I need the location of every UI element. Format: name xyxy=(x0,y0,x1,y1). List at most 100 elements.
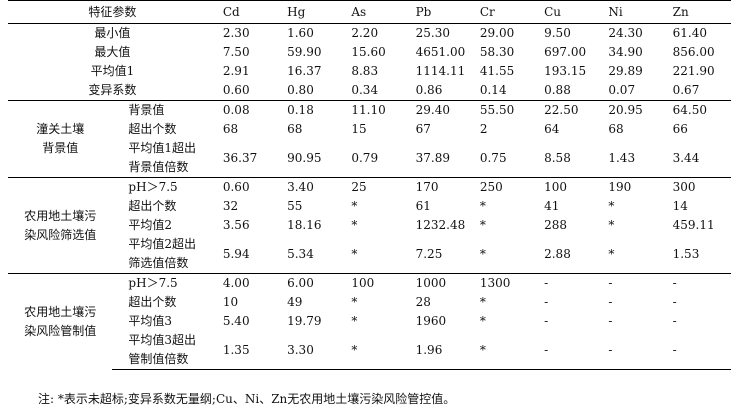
screening-row: 农用地土壤污 染风险筛选值 pH＞7.5 0.60 3.40 25 170 250 100 190… xyxy=(8,177,731,274)
value-cell: 41 xyxy=(544,199,560,213)
value-cell: 6.00 xyxy=(281,273,346,293)
value-cell: - xyxy=(672,314,677,328)
header-element: Cr xyxy=(473,0,539,24)
value-cell: 170 xyxy=(409,177,474,197)
value-cell: 2.20 xyxy=(351,26,379,40)
value-cell: 0.34 xyxy=(351,83,379,97)
value-cell: 190 xyxy=(602,177,667,197)
value-cell: * xyxy=(608,199,615,213)
row-label: pH＞7.5 xyxy=(112,273,217,293)
value-cell: 0.80 xyxy=(287,83,314,97)
value-cell: 0.75 xyxy=(479,150,507,165)
header-element: Pb xyxy=(409,0,474,24)
control-group-label: 农用地土壤污 染风险管制值 xyxy=(8,273,113,370)
value-cell: 4651.00 xyxy=(415,45,466,59)
value-cell: 3.56 xyxy=(222,218,250,232)
value-cell: 34.90 xyxy=(608,45,643,59)
value-cell: 20.95 xyxy=(602,100,667,120)
background-row: 潼关土壤 背景值 背景值 0.08 0.18 11.10 29.40 55.50 22.50 20… xyxy=(8,100,731,178)
value-cell: 90.95 xyxy=(287,150,322,165)
value-cell: 3.44 xyxy=(672,150,700,165)
stat-row: 平均值1 2.91 16.37 8.83 1114.11 41.55 193.15 29.89… xyxy=(8,62,731,81)
row-label: pH＞7.5 xyxy=(112,177,217,197)
soil-heavy-metal-table: 特征参数 Cd Hg As Pb Cr Cu Ni Zn 最小值 2.30 1.60… xyxy=(8,0,731,370)
value-cell: * xyxy=(479,199,486,213)
value-cell: * xyxy=(351,246,358,261)
screening-row: 超出个数 32 55 * 61 * 41 * 14 xyxy=(8,197,731,216)
value-cell: * xyxy=(351,314,358,328)
value-cell: * xyxy=(479,295,486,309)
value-cell: 49 xyxy=(287,295,303,309)
background-row: 平均值1超出 背景值倍数 36.37 90.95 0.79 37.89 0.75 8.58 1.… xyxy=(8,139,731,178)
value-cell: 29.00 xyxy=(479,26,515,40)
value-cell: 1114.11 xyxy=(415,64,466,78)
control-row: 平均值3 5.40 19.79 * 1960 * - - - xyxy=(8,312,731,331)
row-label: 超出个数 xyxy=(128,122,177,136)
value-cell: - xyxy=(602,273,667,293)
value-cell: - xyxy=(544,295,549,309)
value-cell: 1232.48 xyxy=(415,218,466,232)
value-cell: - xyxy=(538,331,603,370)
value-cell: 0.67 xyxy=(672,83,700,97)
value-cell: 61.40 xyxy=(672,26,707,40)
value-cell: 2.91 xyxy=(222,64,250,78)
value-cell: 2.30 xyxy=(222,26,250,40)
header-element: Zn xyxy=(666,0,731,24)
value-cell: 193.15 xyxy=(544,64,587,78)
value-cell: 36.37 xyxy=(222,150,258,165)
value-cell: 0.60 xyxy=(216,177,282,197)
value-cell: 0.18 xyxy=(281,100,346,120)
value-cell: 68 xyxy=(222,122,239,136)
value-cell: 459.11 xyxy=(672,218,715,232)
value-cell: 29.89 xyxy=(608,64,643,78)
row-label: 平均值3超出 管制值倍数 xyxy=(112,331,217,370)
row-label: 背景值 xyxy=(112,100,217,120)
row-label: 平均值2超出 筛选值倍数 xyxy=(128,237,197,270)
background-row: 超出个数 68 68 15 67 2 64 68 66 xyxy=(8,120,731,139)
value-cell: 0.88 xyxy=(544,83,571,97)
value-cell: * xyxy=(351,218,358,232)
header-element: Hg xyxy=(281,0,346,24)
control-row: 农用地土壤污 染风险管制值 pH＞7.5 4.00 6.00 100 1000 1300- - - xyxy=(8,273,731,370)
header-element: Cd xyxy=(216,0,282,24)
value-cell: 9.50 xyxy=(544,26,571,40)
value-cell: * xyxy=(479,314,486,328)
value-cell: 7.25 xyxy=(415,246,443,261)
value-cell: 7.50 xyxy=(222,45,250,59)
value-cell: 22.50 xyxy=(538,100,603,120)
value-cell: 68 xyxy=(608,122,624,136)
value-cell: 5.34 xyxy=(287,246,314,261)
value-cell: 66 xyxy=(672,122,688,136)
row-label: 平均值3 xyxy=(128,314,173,328)
header-element: Cu xyxy=(538,0,603,24)
value-cell: 18.16 xyxy=(287,218,322,232)
value-cell: 15 xyxy=(351,122,367,136)
value-cell: 856.00 xyxy=(672,45,715,59)
value-cell: 0.60 xyxy=(222,83,250,97)
value-cell: 1960 xyxy=(415,314,447,328)
screening-row: 平均值2超出 筛选值倍数 5.94 5.34 * 7.25 * 2.88 * 1.53 xyxy=(8,235,731,274)
control-row: 超出个数 10 49 * 28 * - - - xyxy=(8,293,731,312)
value-cell: 221.90 xyxy=(672,64,715,78)
value-cell: 1.96 xyxy=(409,331,474,370)
value-cell: 11.10 xyxy=(345,100,410,120)
value-cell: 19.79 xyxy=(287,314,322,328)
header-param: 特征参数 xyxy=(8,0,217,24)
data-table-container: 特征参数 Cd Hg As Pb Cr Cu Ni Zn 最小值 2.30 1.60… xyxy=(8,0,731,370)
row-label: 超出个数 xyxy=(128,199,177,213)
table-note: 注: *表示未超标;变异系数无量纲;Cu、Ni、Zn无农用地土壤污染风险管控值。 xyxy=(38,392,456,406)
value-cell: 25.30 xyxy=(415,26,450,40)
value-cell: 100 xyxy=(538,177,603,197)
row-label: 超出个数 xyxy=(128,295,177,309)
value-cell: * xyxy=(345,331,410,370)
value-cell: 250 xyxy=(473,177,539,197)
value-cell: * xyxy=(608,218,615,232)
header-row: 特征参数 Cd Hg As Pb Cr Cu Ni Zn xyxy=(8,0,731,24)
row-label: 变异系数 xyxy=(88,83,137,97)
value-cell: 100 xyxy=(345,273,410,293)
value-cell: 32 xyxy=(222,199,239,213)
value-cell: 25 xyxy=(345,177,410,197)
value-cell: 0.07 xyxy=(608,83,636,97)
value-cell: 10 xyxy=(222,295,239,309)
value-cell: - xyxy=(666,331,731,370)
